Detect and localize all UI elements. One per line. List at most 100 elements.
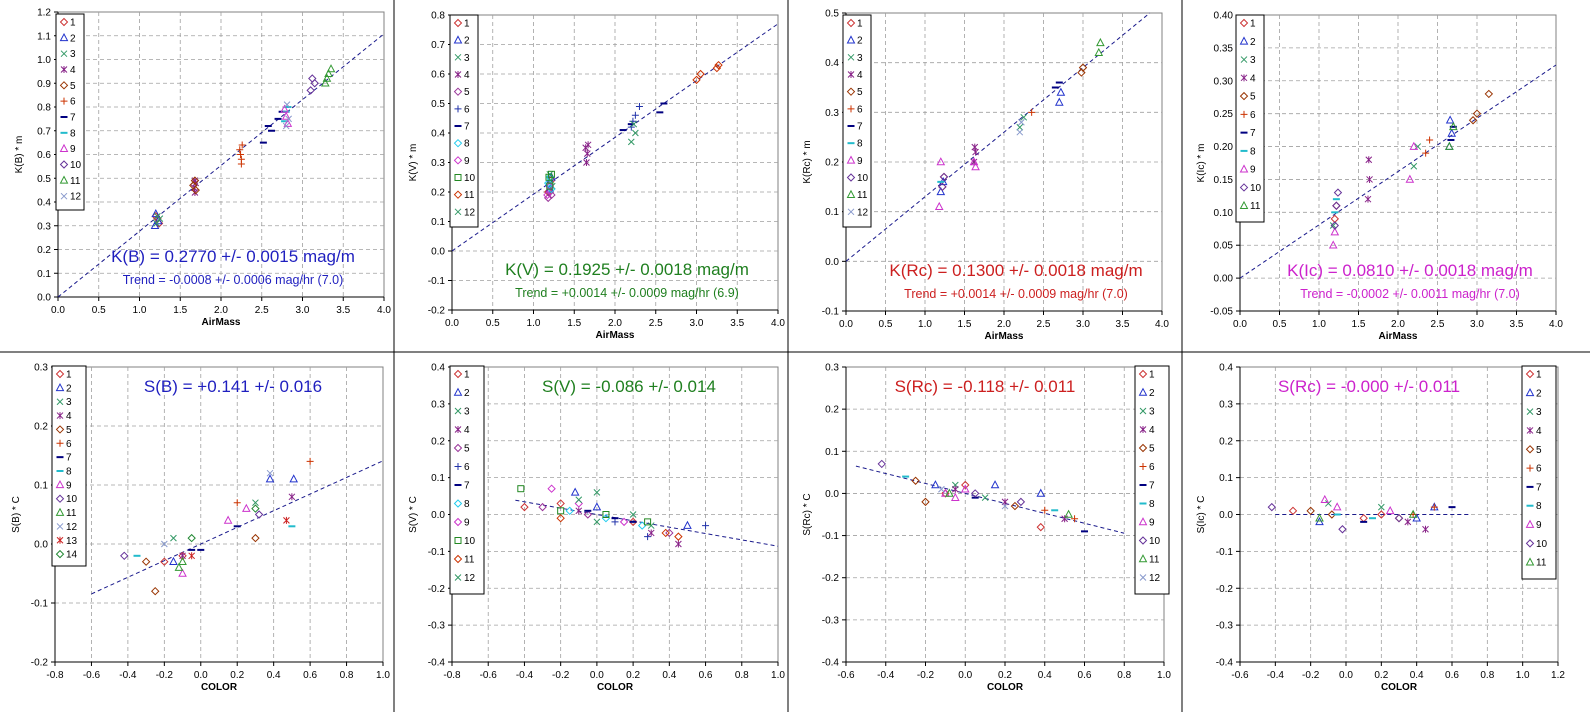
legend-marker	[1138, 387, 1148, 396]
y-tick-label: 0.3	[1219, 399, 1233, 410]
chart-panel: -0.050.000.050.100.150.200.250.300.350.4…	[1196, 11, 1563, 343]
result-annotation: K(B) = 0.2770 +/- 0.0015 mag/m	[111, 247, 355, 266]
legend-label: 2	[857, 36, 863, 47]
legend-label: 7	[1536, 482, 1542, 493]
x-tick-label: -0.8	[46, 670, 64, 681]
data-point	[1448, 121, 1458, 131]
x-tick-label: 0.4	[662, 670, 676, 681]
x-tick-label: -0.6	[480, 670, 498, 681]
data-point	[1327, 510, 1337, 519]
legend-label: 6	[70, 97, 76, 108]
legend-label: 1	[1536, 370, 1542, 381]
y-tick-label: -0.1	[822, 307, 840, 318]
y-tick-label: 0.2	[431, 436, 445, 447]
legend-label: 3	[1536, 407, 1542, 418]
x-tick-label: 1.0	[1157, 670, 1171, 681]
data-point	[1018, 118, 1025, 126]
legend-label: 8	[1536, 501, 1542, 512]
x-axis-title: AirMass	[202, 317, 241, 328]
data-point	[961, 480, 970, 490]
data-point	[545, 173, 553, 181]
data-point	[308, 74, 317, 83]
plot-area	[54, 366, 384, 663]
legend-marker	[847, 71, 855, 78]
result-annotation: S(Rc) = -0.118 +/- 0.011	[895, 377, 1076, 396]
y-axis-title: S(V) * C	[408, 496, 419, 533]
data-point	[945, 488, 954, 497]
x-tick-label: 4.0	[1155, 319, 1169, 330]
y-tick-label: 0.05	[1214, 241, 1234, 252]
legend-label: 3	[857, 53, 863, 64]
y-tick-label: 0.10	[1214, 208, 1234, 219]
data-point	[592, 502, 602, 511]
x-tick-label: -0.4	[516, 670, 534, 681]
y-tick-label: -0.2	[1216, 584, 1234, 595]
data-point	[1020, 113, 1028, 121]
y-tick-label: 0.5	[37, 174, 51, 185]
legend-label: 9	[70, 144, 76, 155]
data-point	[156, 215, 164, 222]
y-tick-label: 0.8	[431, 11, 445, 22]
legend-label: 10	[70, 160, 82, 171]
x-tick-label: 1.0	[918, 319, 932, 330]
y-tick-label: 0.0	[37, 293, 51, 304]
x-tick-label: 3.0	[296, 305, 310, 316]
x-tick-label: 0.2	[1374, 670, 1388, 681]
data-point	[631, 111, 639, 119]
data-point	[661, 528, 670, 538]
y-tick-label: 0.0	[34, 540, 48, 551]
data-point	[150, 220, 160, 230]
data-point	[517, 485, 525, 493]
data-point	[1377, 503, 1385, 511]
legend-label: 1	[70, 18, 76, 29]
y-tick-label: 0.7	[37, 126, 51, 137]
legend-label: 4	[857, 70, 863, 81]
legend-marker	[453, 369, 463, 379]
data-point	[619, 517, 629, 527]
data-point	[647, 522, 655, 529]
legend-label: 2	[464, 388, 470, 399]
data-point	[1028, 108, 1036, 116]
legend-label: 8	[464, 499, 470, 510]
legend-marker	[56, 439, 64, 447]
data-point	[969, 157, 979, 166]
legend-marker	[1240, 74, 1248, 82]
legend-marker	[1525, 369, 1535, 379]
data-point	[1078, 63, 1088, 72]
data-point	[565, 506, 574, 516]
x-axis-title: COLOR	[597, 682, 634, 693]
x-tick-label: 2.0	[997, 319, 1011, 330]
data-point	[151, 586, 160, 596]
x-tick-label: 0.5	[879, 319, 893, 330]
x-tick-label: 2.0	[1391, 319, 1405, 330]
y-tick-label: 0.3	[37, 221, 51, 232]
data-point	[647, 529, 655, 537]
x-tick-label: 1.5	[173, 305, 187, 316]
legend-label: 9	[464, 156, 470, 167]
x-axis-title: COLOR	[987, 682, 1024, 693]
legend-marker	[453, 87, 463, 96]
data-point	[153, 216, 163, 225]
legend-box	[449, 365, 485, 595]
legend-label: 11	[1536, 558, 1547, 569]
x-axis-title: COLOR	[1381, 682, 1418, 693]
data-point	[1422, 149, 1430, 157]
legend-marker	[453, 190, 463, 199]
legend-marker	[1138, 369, 1148, 379]
y-tick-label: 0.2	[1219, 436, 1233, 447]
data-point	[630, 120, 638, 128]
data-point	[1430, 503, 1438, 511]
legend-marker	[453, 443, 463, 453]
data-point	[283, 118, 293, 127]
y-tick-label: 1.1	[37, 31, 51, 42]
legend-marker	[60, 50, 68, 58]
x-tick-label: 1.0	[771, 670, 785, 681]
legend-label: 5	[1149, 444, 1155, 455]
legend-marker	[454, 574, 462, 581]
legend-label: 12	[464, 573, 476, 584]
data-point	[547, 484, 556, 493]
result-annotation: K(Rc) = 0.1300 +/- 0.0018 mag/m	[889, 261, 1142, 280]
y-tick-label: 0.4	[431, 129, 445, 140]
legend-marker	[1239, 183, 1249, 192]
x-tick-label: 3.0	[690, 318, 704, 329]
